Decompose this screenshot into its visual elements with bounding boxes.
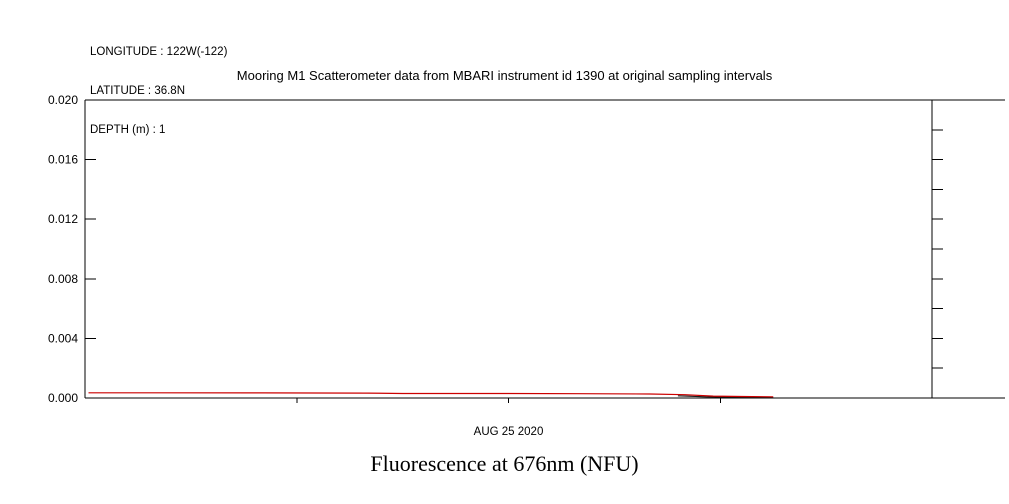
- latitude-label: LATITUDE : 36.8N: [90, 85, 186, 97]
- y-tick-label: 0.020: [48, 93, 78, 107]
- station-info: LONGITUDE : 122W(-122) LATITUDE : 36.8N …: [90, 20, 227, 163]
- y-tick-label: 0.016: [48, 153, 78, 167]
- chart-plot-area: 0.000 0.004 0.008 0.012 0.016 0.020 AUG 25 202…: [48, 93, 1005, 438]
- plot-title: Mooring M1 Scatterometer data from MBARI…: [236, 68, 773, 83]
- y-tick-label: 0.008: [48, 272, 78, 286]
- longitude-label: LONGITUDE : 122W(-122): [90, 46, 228, 58]
- x-tick-label-date: AUG 25 2020: [474, 426, 544, 438]
- y-tick-label: 0.012: [48, 212, 78, 226]
- axis-title-fluorescence: Fluorescence at 676nm (NFU): [370, 451, 639, 476]
- axes-frame: [84, 99, 1005, 399]
- series-secondary-dark: [677, 395, 774, 398]
- y-tick-label: 0.000: [48, 391, 78, 405]
- y-tick-label: 0.004: [48, 331, 78, 345]
- series-fluorescence-676nm: [88, 392, 774, 398]
- depth-label: DEPTH (m) : 1: [90, 124, 166, 136]
